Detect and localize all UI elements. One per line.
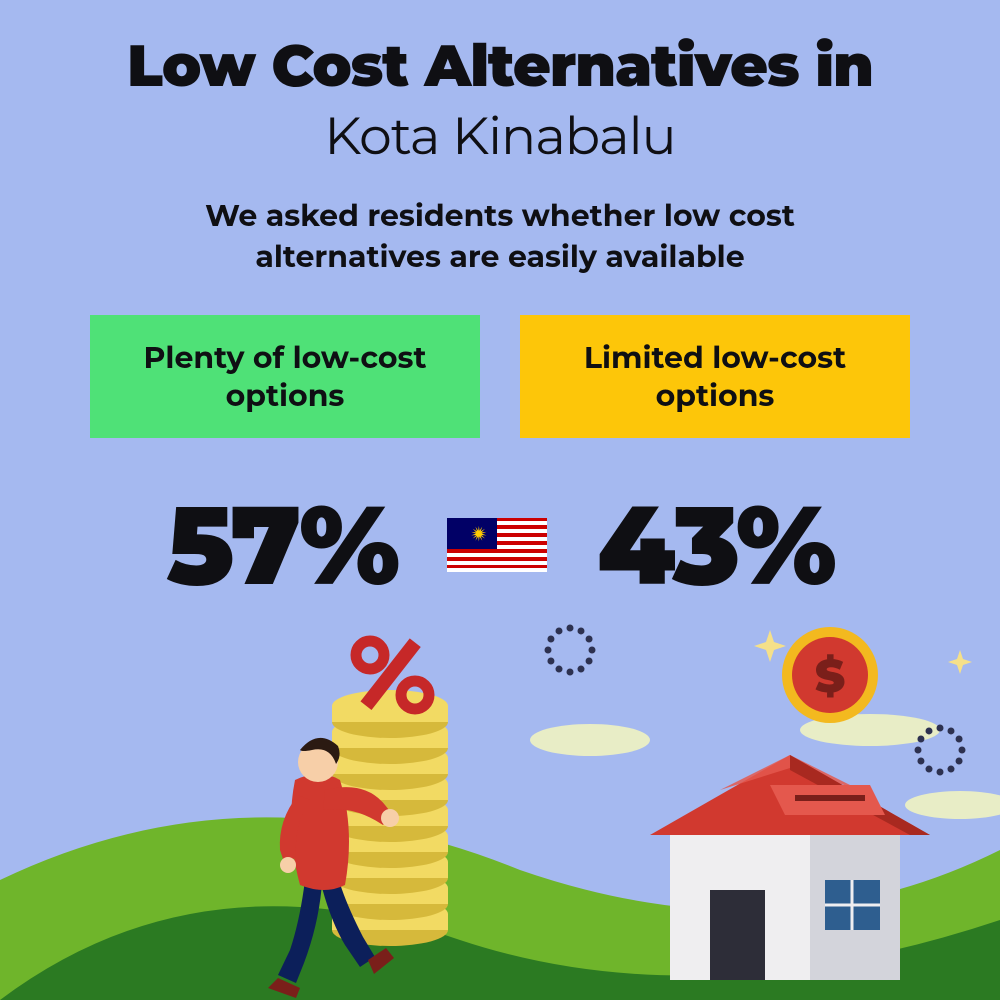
box-limited: Limited low-cost options (520, 315, 910, 438)
subtitle-text: We asked residents whether low cost alte… (110, 196, 890, 277)
percent-plenty: 57% (166, 478, 397, 612)
illustration: $ (0, 620, 1000, 1000)
box-limited-label: Limited low-cost options (584, 339, 846, 414)
svg-text:$: $ (815, 647, 845, 704)
box-plenty: Plenty of low-cost options (90, 315, 480, 438)
stats-row: 57% M8,0 L2.924783736545471,0.6675628018… (60, 478, 940, 612)
title-line-1: Low Cost Alternatives in (60, 30, 940, 101)
title-line-2: Kota Kinabalu (60, 105, 940, 168)
malaysia-flag-icon: M8,0 L2.924783736545471,0.66756280186894… (447, 518, 547, 573)
option-boxes: Plenty of low-cost options Limited low-c… (90, 315, 910, 438)
content-area: Low Cost Alternatives in Kota Kinabalu W… (0, 0, 1000, 612)
percent-limited: 43% (597, 478, 834, 612)
box-plenty-label: Plenty of low-cost options (143, 339, 426, 414)
